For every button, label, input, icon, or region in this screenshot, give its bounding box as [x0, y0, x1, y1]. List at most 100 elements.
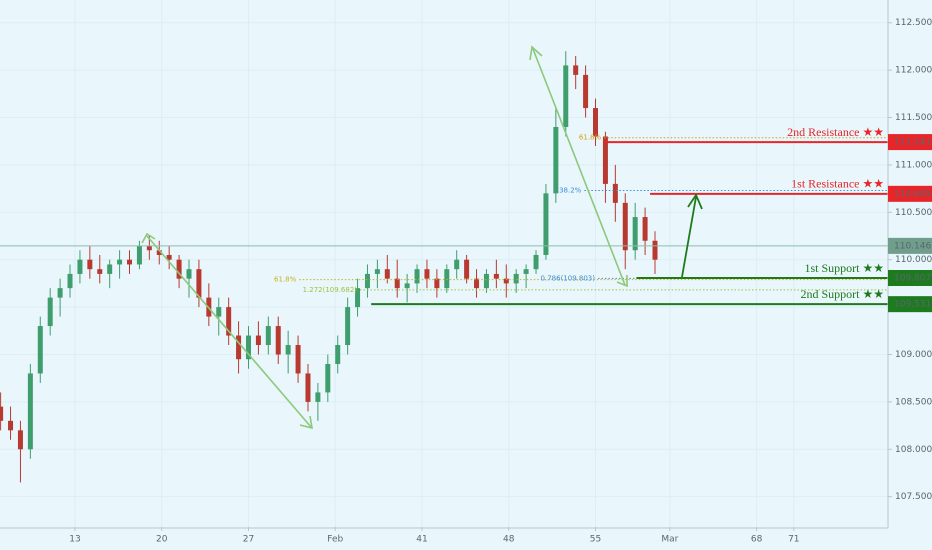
candle-body [27, 373, 33, 450]
candle-body [593, 108, 599, 137]
candle-body [563, 65, 569, 128]
candle-body [394, 278, 400, 289]
candle-body [275, 326, 281, 355]
fib-label: 38.2% [559, 187, 582, 195]
candle-body [97, 269, 103, 274]
x-tick-label: 20 [156, 535, 168, 545]
candle-body [37, 326, 43, 374]
candle-body [196, 269, 202, 298]
candle-body [8, 420, 14, 431]
level-price-label: 109.531 [894, 300, 931, 310]
candle-body [57, 288, 63, 298]
candle-body [186, 269, 192, 279]
level-price-label: 110.695 [894, 189, 931, 199]
plot: 61.8% 38.2% 61.8% 1.272(109.682) 0.786(109.8… [0, 51, 888, 483]
candle-body [265, 326, 271, 346]
candle-body [602, 136, 608, 184]
last-price-box [888, 237, 932, 254]
candle-body [305, 373, 311, 402]
candle-body [255, 335, 261, 346]
candle-body [226, 307, 232, 336]
candle-body [127, 259, 133, 265]
candle-body [652, 240, 658, 260]
candle-body [176, 259, 182, 279]
candle-body [474, 278, 480, 289]
level-label: 1st Support ★★ [804, 261, 884, 275]
candle-body [573, 65, 579, 75]
fib-label: 61.8% [579, 134, 602, 142]
candle-body [642, 217, 648, 241]
candle-body [216, 307, 222, 317]
candle-body [325, 363, 331, 393]
last-price-label: 110.146 [894, 241, 931, 251]
y-tick-label: 111.500 [895, 113, 932, 123]
x-tick-label: 71 [788, 535, 799, 545]
candle-body [77, 259, 83, 274]
x-tick-label: 27 [243, 535, 254, 545]
level-price-label: 109.807 [894, 274, 931, 284]
candle-body [146, 245, 152, 251]
candle-body [156, 250, 162, 255]
candle-body [424, 269, 430, 279]
level-price-box [888, 270, 932, 287]
grid [0, 0, 888, 527]
candle-body [87, 259, 93, 270]
candle-body [523, 269, 529, 274]
y-tick-label: 112.000 [895, 66, 932, 76]
level-price-box [888, 296, 932, 313]
x-tick-label: 68 [751, 535, 763, 545]
y-tick-label: 107.500 [895, 492, 932, 502]
y-tick-label: 110.500 [895, 208, 932, 218]
candle-body [622, 202, 628, 251]
candle-body [553, 127, 559, 194]
candle-body [107, 264, 113, 274]
fib-label: 61.8% [274, 276, 297, 284]
candle-body [335, 345, 341, 364]
y-tick-label: 112.500 [895, 18, 932, 28]
candle-body [632, 217, 638, 251]
level-price-label: 111.241 [894, 138, 931, 148]
candle-body [315, 392, 321, 402]
candle-body [355, 288, 361, 308]
candle-body [245, 335, 251, 360]
x-tick-label: 13 [69, 535, 80, 545]
arrows [141, 45, 703, 430]
candle-body [454, 259, 460, 270]
candle-body [295, 345, 301, 374]
candle-body [47, 297, 53, 327]
candle-body [364, 273, 370, 289]
candle-body [612, 183, 618, 203]
candle-body [434, 278, 440, 289]
x-tick-label: 48 [503, 535, 515, 545]
y-tick-label: 108.500 [895, 397, 932, 407]
candle-body [414, 269, 420, 284]
y-tick-label: 110.000 [895, 255, 932, 265]
fib-label: 1.272(109.682) [303, 286, 358, 294]
candle-body [384, 269, 390, 279]
candle-body [444, 269, 450, 289]
candle-body [583, 74, 589, 109]
level-label: 2nd Resistance ★★ [787, 125, 884, 139]
level-price-box [888, 134, 932, 151]
candle-body [493, 273, 499, 279]
candle-body [464, 259, 470, 279]
candle-body [117, 259, 123, 265]
candle-body [0, 406, 4, 421]
candle-body [136, 245, 142, 265]
fib-label: 0.786(109.803) [541, 274, 596, 282]
x-tick-label: Feb [327, 535, 343, 545]
candle-body [503, 278, 509, 284]
candle-body [543, 193, 549, 255]
candle-body [285, 345, 291, 355]
candle-body [404, 283, 410, 289]
candle-body [374, 269, 380, 274]
candle-body [166, 254, 172, 260]
y-tick-label: 109.000 [895, 350, 932, 360]
candle-body [513, 273, 519, 284]
y-tick-label: 108.000 [895, 445, 932, 455]
candle-body [17, 430, 23, 450]
candle-body [345, 307, 351, 346]
candle-body [236, 335, 242, 360]
